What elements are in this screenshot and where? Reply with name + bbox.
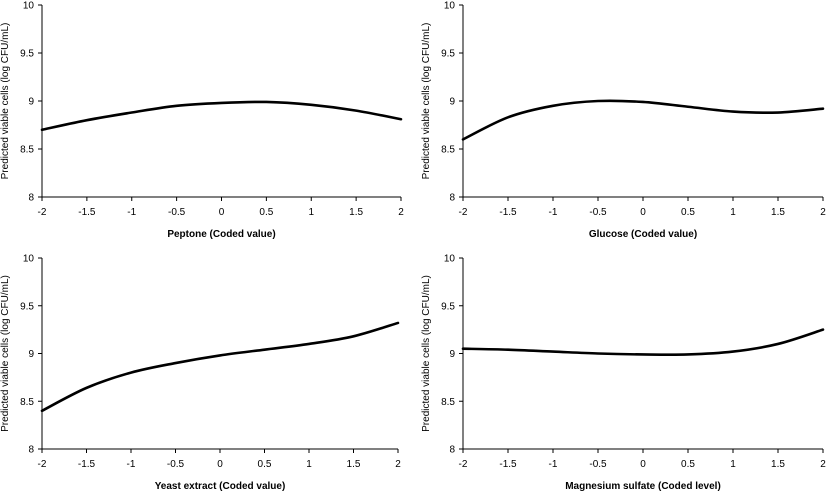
x-tick-label: -2: [38, 459, 47, 470]
y-tick-label: 9.5: [20, 301, 34, 312]
x-tick-label: 0.5: [258, 459, 272, 470]
x-tick-label: 0.5: [681, 207, 695, 218]
y-tick-label: 9.5: [441, 49, 455, 60]
y-tick-label: 8.5: [20, 145, 34, 156]
x-tick-label: 1: [730, 459, 736, 470]
x-tick-label: 0: [640, 207, 646, 218]
x-tick-label: -0.5: [168, 207, 186, 218]
x-tick-label: 0.5: [259, 207, 273, 218]
y-tick-label: 10: [444, 254, 456, 265]
x-tick-label: -1.5: [78, 207, 96, 218]
x-tick-label: 2: [820, 459, 826, 470]
x-tick-label: 1.5: [771, 459, 785, 470]
y-axis-title: Predicted viable cells (log CFU/mL): [0, 275, 11, 432]
x-axis-title: Yeast extract (Coded value): [155, 481, 286, 491]
x-tick-label: 2: [820, 207, 826, 218]
y-tick-label: 8.5: [441, 397, 455, 408]
x-tick-label: 2: [398, 207, 404, 218]
x-tick-label: 1.5: [771, 207, 785, 218]
x-tick-label: -1: [549, 459, 558, 470]
y-tick-label: 9.5: [20, 49, 34, 60]
x-axis-title: Glucose (Coded value): [589, 229, 697, 240]
x-tick-label: -1: [127, 459, 136, 470]
x-tick-label: -1.5: [499, 459, 517, 470]
x-tick-label: 1: [308, 207, 314, 218]
x-tick-label: 1: [306, 459, 312, 470]
x-tick-label: 0.5: [681, 459, 695, 470]
y-tick-label: 8: [449, 445, 455, 456]
x-tick-label: -1.5: [78, 459, 96, 470]
series-line-1-1: [40, 100, 403, 132]
y-tick-label: 9.5: [441, 301, 455, 312]
x-tick-label: 0: [219, 207, 225, 218]
y-tick-label: 10: [444, 1, 456, 12]
x-tick-label: -0.5: [589, 207, 607, 218]
x-tick-label: -0.5: [167, 459, 185, 470]
y-axis-title: Predicted viable cells (log CFU/mL): [421, 275, 432, 432]
y-axis-title: Predicted viable cells (log CFU/mL): [0, 23, 11, 180]
y-tick-label: 9: [28, 97, 34, 108]
x-tick-label: 1.5: [347, 459, 361, 470]
series-line-4-1: [461, 328, 825, 357]
y-tick-label: 8: [28, 193, 34, 204]
series-line-2-1: [461, 99, 825, 141]
x-tick-label: -1: [549, 207, 558, 218]
x-tick-label: -2: [38, 207, 47, 218]
x-tick-label: -1.5: [499, 207, 517, 218]
y-axis-title: Predicted viable cells (log CFU/mL): [421, 23, 432, 180]
x-axis-title: Magnesium sulfate (Coded level): [565, 481, 721, 491]
x-tick-label: 0: [217, 459, 223, 470]
y-tick-label: 9: [449, 349, 455, 360]
y-tick-label: 8.5: [20, 397, 34, 408]
x-tick-label: -1: [127, 207, 136, 218]
x-axis-title: Peptone (Coded value): [167, 229, 275, 240]
y-tick-label: 9: [449, 97, 455, 108]
x-tick-label: 2: [395, 459, 401, 470]
y-tick-label: 8: [449, 193, 455, 204]
y-tick-label: 10: [23, 1, 35, 12]
x-tick-label: 1.5: [349, 207, 363, 218]
x-tick-label: -2: [459, 459, 468, 470]
x-tick-label: -2: [459, 207, 468, 218]
x-tick-label: -0.5: [589, 459, 607, 470]
y-tick-label: 10: [23, 254, 35, 265]
x-tick-label: 1: [730, 207, 736, 218]
y-tick-label: 9: [28, 349, 34, 360]
series-line-3-1: [40, 321, 400, 413]
y-tick-label: 8: [28, 445, 34, 456]
y-tick-label: 8.5: [441, 145, 455, 156]
x-tick-label: 0: [640, 459, 646, 470]
